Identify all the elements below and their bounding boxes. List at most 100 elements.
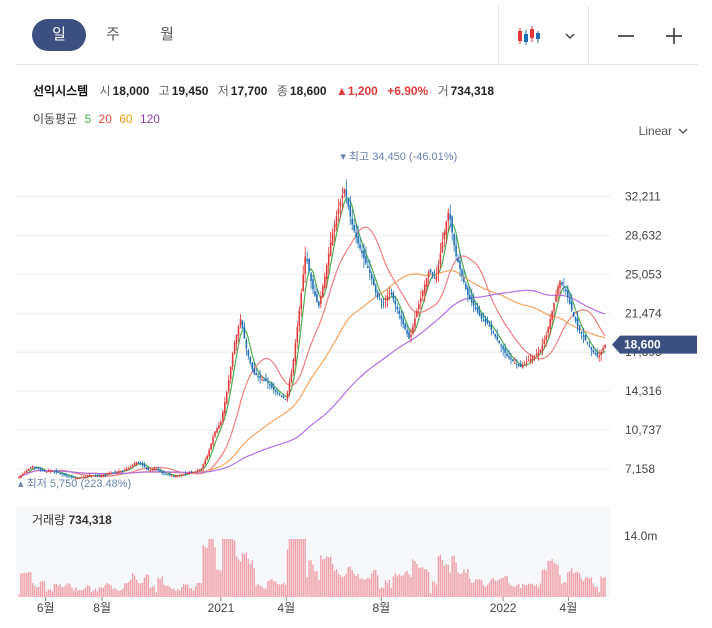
volume-bar xyxy=(396,575,398,597)
volume-bar xyxy=(392,576,395,597)
candle-body xyxy=(51,470,54,472)
candle-body xyxy=(161,471,163,473)
volume-bar xyxy=(284,584,287,597)
volume-bar xyxy=(229,539,232,597)
candle-body xyxy=(306,259,308,262)
y-tick-label: 21,474 xyxy=(625,306,662,320)
volume-bar xyxy=(49,589,52,597)
volume-bar xyxy=(204,547,206,597)
candle-body xyxy=(500,344,502,347)
candlestick-icon[interactable] xyxy=(512,16,546,56)
candle-body xyxy=(86,476,89,478)
chart-toolbar: 일 주 월 xyxy=(16,6,698,65)
volume-bar xyxy=(194,586,197,597)
volume-bar xyxy=(265,588,267,597)
candle-body xyxy=(267,381,269,384)
volume-bar xyxy=(465,572,467,597)
volume-bar xyxy=(378,588,381,597)
volume-bar xyxy=(529,583,532,597)
candle-body xyxy=(523,363,526,365)
candle-body xyxy=(425,278,428,287)
volume-bar xyxy=(569,571,571,597)
volume-bar xyxy=(375,569,377,597)
candle-body xyxy=(459,260,461,270)
markers: ▾ 최고 34,450 (-46.01%) ▴ 최저 5,750 (223.48%… xyxy=(18,150,697,490)
volume-bar xyxy=(390,587,393,597)
candle-body xyxy=(116,471,118,473)
candle-body xyxy=(253,368,255,374)
chevron-down-icon[interactable] xyxy=(560,16,580,56)
volume-bar xyxy=(600,576,602,597)
candle-body xyxy=(357,235,359,244)
candle-body xyxy=(55,470,58,473)
candle-body xyxy=(202,464,205,469)
minus-icon[interactable] xyxy=(614,16,638,56)
volume-bar xyxy=(171,588,173,597)
volume-bar xyxy=(98,587,101,597)
candle-body xyxy=(84,476,87,478)
candle-body xyxy=(141,463,144,466)
volume-bar xyxy=(61,586,63,597)
candle-body xyxy=(316,294,318,303)
x-tick-label: 4월 xyxy=(560,601,578,615)
y-tick-label: 28,632 xyxy=(625,229,662,243)
volume-bar xyxy=(471,583,473,597)
volume-bar xyxy=(218,570,220,597)
volume-bar xyxy=(286,549,289,597)
candle-body xyxy=(429,269,432,272)
volume-bar xyxy=(188,588,191,597)
volume-bar xyxy=(88,585,91,597)
candle-body xyxy=(129,466,132,468)
candle-body xyxy=(596,353,598,356)
volume-bar xyxy=(165,585,167,597)
volume-bar xyxy=(163,584,165,597)
volume-bar xyxy=(537,587,540,597)
volume-bar xyxy=(241,553,244,597)
tab-daily[interactable]: 일 xyxy=(32,19,86,51)
tab-weekly[interactable]: 주 xyxy=(106,26,120,43)
volume-bar xyxy=(28,571,30,597)
candle-body xyxy=(518,364,520,367)
volume-bar xyxy=(512,586,514,597)
candle-body xyxy=(331,232,334,245)
candle-body xyxy=(553,302,555,312)
y-tick-label: 7,158 xyxy=(625,462,655,476)
volume-bar xyxy=(486,584,489,597)
candle-body xyxy=(441,241,444,253)
volume-bar xyxy=(322,559,324,597)
volume-bar xyxy=(351,570,353,597)
volume-bar xyxy=(288,539,291,597)
candle-body xyxy=(173,475,175,477)
candle-body xyxy=(355,232,357,238)
candle-body xyxy=(521,365,524,368)
volume-bar xyxy=(533,585,536,597)
candle-body xyxy=(406,330,408,334)
candle-body xyxy=(255,372,257,376)
volume-bar xyxy=(120,590,122,597)
candle-body xyxy=(96,475,99,477)
volume-bar xyxy=(216,569,218,597)
plus-icon[interactable] xyxy=(662,16,686,56)
volume-bar xyxy=(86,585,89,597)
candle-body xyxy=(535,353,538,356)
volume-bar xyxy=(592,583,594,597)
volume-bar xyxy=(210,539,212,597)
volume-bar xyxy=(137,583,140,597)
candle-body xyxy=(167,474,169,476)
candle-body xyxy=(447,212,450,221)
moving-average-legend: 이동평균 5 20 60 120 xyxy=(33,110,164,127)
candle-body xyxy=(41,469,44,471)
candle-body xyxy=(439,253,442,265)
candle-body xyxy=(551,311,553,321)
tab-monthly[interactable]: 월 xyxy=(160,26,174,43)
volume-bar xyxy=(45,591,48,597)
scale-selector[interactable]: Linear xyxy=(639,124,688,138)
candle-body xyxy=(35,467,38,469)
candle-body xyxy=(67,475,69,477)
volume-bar xyxy=(473,582,475,597)
volume-bar xyxy=(37,587,40,597)
close-value: 18,600 xyxy=(289,84,327,98)
candle-body xyxy=(45,471,48,473)
candle-body xyxy=(24,472,26,474)
